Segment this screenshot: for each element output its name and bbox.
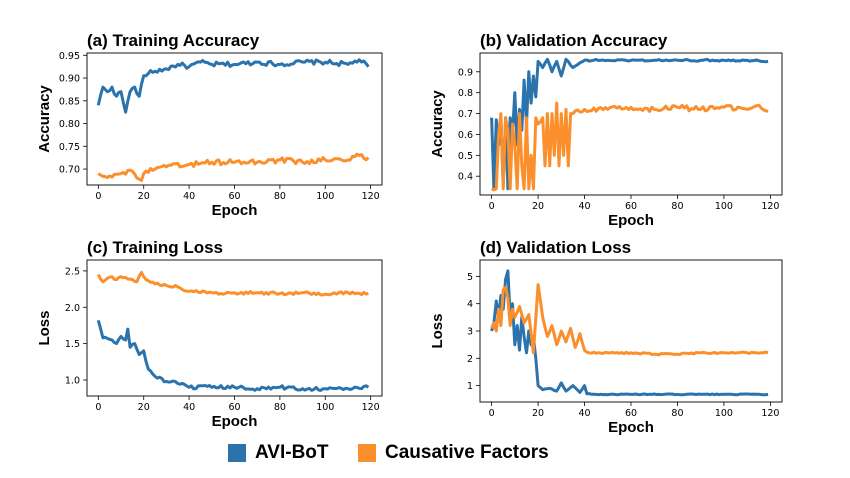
x-tick-label: 20 (532, 201, 544, 212)
x-tick-label: 100 (715, 201, 733, 212)
y-tick-label: 0.95 (59, 51, 80, 62)
legend-item-avi-bot: AVI-BoT (228, 442, 329, 464)
legend-swatch-causative-factors (358, 444, 376, 462)
x-tick-label: 80 (671, 408, 683, 419)
x-tick-label: 60 (625, 201, 637, 212)
x-tick-label: 40 (578, 201, 590, 212)
x-tick-label: 20 (138, 191, 150, 202)
x-tick-label: 100 (316, 191, 334, 202)
x-tick-label: 40 (183, 402, 195, 413)
series-line-causative-factors (96, 270, 369, 297)
y-tick-label: 1.0 (65, 376, 80, 387)
plot-frame (479, 259, 783, 403)
x-tick-label: 80 (274, 191, 286, 202)
panel-training-accuracy: (a) Training Accuracy 0 20 40 60 80 100 120 0.70… (36, 31, 383, 219)
x-tick-label: 40 (183, 191, 195, 202)
series-line-avi-bot (490, 57, 769, 191)
y-tick-label: 0.4 (458, 172, 473, 183)
figure-legend: AVI-BoT Causative Factors (0, 442, 850, 472)
x-tick-label: 20 (138, 402, 150, 413)
plot-frame (86, 52, 383, 186)
y-tick-label: 0.6 (458, 130, 473, 141)
y-tick-label: 1 (467, 381, 473, 392)
y-tick-label: 0.9 (458, 67, 473, 78)
panel-training-loss: (c) Training Loss 0 20 40 60 80 100 120 1.0 1.5 2.… (36, 238, 383, 430)
x-tick-label: 120 (761, 201, 779, 212)
x-axis-label: Epoch (212, 202, 258, 219)
y-tick-label: 0.8 (458, 88, 473, 99)
x-tick-label: 120 (362, 191, 380, 202)
series-line-causative-factors (490, 101, 769, 192)
y-tick-label: 1.5 (65, 339, 80, 350)
x-tick-label: 100 (316, 402, 334, 413)
x-axis-label: Epoch (608, 212, 654, 229)
y-tick-label: 0.70 (59, 165, 80, 176)
y-tick-label: 2.0 (65, 303, 80, 314)
y-tick-label: 0.5 (458, 151, 473, 162)
chart-title: (d) Validation Loss (480, 238, 631, 257)
y-tick-label: 2.5 (65, 266, 80, 277)
y-tick-label: 0.75 (59, 142, 80, 153)
x-tick-label: 60 (625, 408, 637, 419)
y-tick-label: 0.90 (59, 74, 80, 85)
x-tick-label: 0 (95, 191, 101, 202)
series-line-causative-factors (490, 283, 769, 357)
chart-title: (b) Validation Accuracy (480, 31, 668, 50)
x-tick-label: 120 (362, 402, 380, 413)
legend-swatch-avi-bot (228, 444, 246, 462)
panel-validation-loss: (d) Validation Loss 0 20 40 60 80 100 120 1 2 3 4 5 E… (429, 238, 783, 436)
y-tick-label: 0.85 (59, 96, 80, 107)
x-tick-label: 120 (761, 408, 779, 419)
series-line-causative-factors (97, 152, 370, 182)
y-tick-label: 3 (467, 327, 473, 338)
x-tick-label: 60 (228, 402, 240, 413)
x-tick-label: 80 (671, 201, 683, 212)
legend-label-causative-factors: Causative Factors (385, 442, 549, 463)
chart-title: (a) Training Accuracy (87, 31, 260, 50)
legend-item-causative-factors: Causative Factors (358, 442, 549, 464)
y-tick-label: 2 (467, 354, 473, 365)
series-line-avi-bot (490, 269, 769, 397)
y-axis-label: Loss (36, 310, 53, 345)
panel-validation-accuracy: (b) Validation Accuracy 0 20 40 60 80 100 120 0.… (429, 31, 783, 229)
series-line-avi-bot (96, 319, 370, 392)
x-tick-label: 20 (532, 408, 544, 419)
series-line-avi-bot (96, 58, 370, 114)
x-tick-label: 0 (489, 408, 495, 419)
x-axis-label: Epoch (608, 419, 654, 436)
y-axis-label: Accuracy (36, 85, 53, 153)
x-tick-label: 0 (489, 201, 495, 212)
x-axis-label: Epoch (212, 413, 258, 430)
y-tick-label: 4 (467, 299, 473, 310)
y-tick-label: 0.7 (458, 109, 473, 120)
y-axis-label: Loss (429, 313, 446, 348)
x-tick-label: 60 (228, 191, 240, 202)
x-tick-label: 100 (715, 408, 733, 419)
legend-label-avi-bot: AVI-BoT (255, 442, 329, 463)
y-tick-label: 0.80 (59, 119, 80, 130)
x-tick-label: 40 (578, 408, 590, 419)
y-tick-label: 5 (467, 272, 473, 283)
x-tick-label: 80 (274, 402, 286, 413)
chart-title: (c) Training Loss (87, 238, 223, 257)
x-tick-label: 0 (95, 402, 101, 413)
y-axis-label: Accuracy (429, 90, 446, 158)
